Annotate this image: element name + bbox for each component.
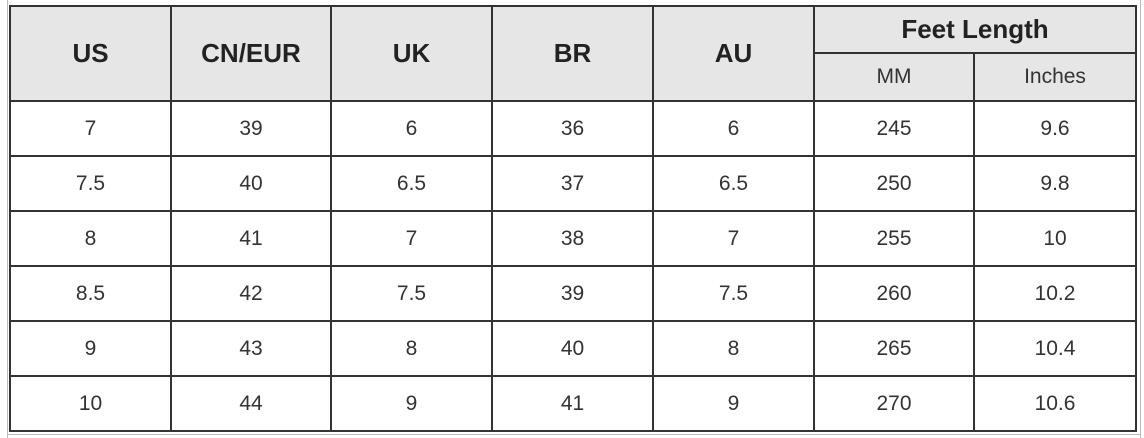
header-uk: UK [330, 5, 493, 102]
cell-us: 7 [9, 100, 172, 157]
cell-mm: 250 [813, 155, 975, 212]
header-feet-length: Feet Length [813, 5, 1137, 54]
cell-inches: 10.2 [973, 265, 1137, 322]
cell-mm: 245 [813, 100, 975, 157]
cell-au: 6.5 [652, 155, 815, 212]
cell-cn-eur: 42 [170, 265, 332, 322]
cell-uk: 6 [330, 100, 493, 157]
header-au: AU [652, 5, 815, 102]
cell-br: 40 [491, 320, 654, 377]
cell-inches: 10.4 [973, 320, 1137, 377]
frame-line-right [1140, 0, 1141, 438]
table-row: 8.5 42 7.5 39 7.5 260 10.2 [9, 265, 1137, 322]
cell-mm: 270 [813, 375, 975, 432]
cell-uk: 8 [330, 320, 493, 377]
cell-cn-eur: 43 [170, 320, 332, 377]
cell-uk: 9 [330, 375, 493, 432]
table-row: 9 43 8 40 8 265 10.4 [9, 320, 1137, 377]
cell-au: 9 [652, 375, 815, 432]
cell-br: 36 [491, 100, 654, 157]
cell-inches: 10 [973, 210, 1137, 267]
header-mm: MM [813, 52, 975, 102]
cell-mm: 265 [813, 320, 975, 377]
cell-uk: 7.5 [330, 265, 493, 322]
cell-cn-eur: 39 [170, 100, 332, 157]
table-row: 8 41 7 38 7 255 10 [9, 210, 1137, 267]
table-body: 7 39 6 36 6 245 9.6 7.5 40 6.5 37 6.5 250 9.8 8 41 7 38 7 2… [9, 100, 1137, 432]
cell-br: 39 [491, 265, 654, 322]
frame-line-bottom [7, 434, 1141, 435]
cell-mm: 255 [813, 210, 975, 267]
table-row: 7.5 40 6.5 37 6.5 250 9.8 [9, 155, 1137, 212]
cell-uk: 6.5 [330, 155, 493, 212]
cell-inches: 9.6 [973, 100, 1137, 157]
header-inches: Inches [973, 52, 1137, 102]
cell-br: 41 [491, 375, 654, 432]
cell-us: 8 [9, 210, 172, 267]
cell-mm: 260 [813, 265, 975, 322]
cell-us: 8.5 [9, 265, 172, 322]
header-us: US [9, 5, 172, 102]
header-br: BR [491, 5, 654, 102]
cell-us: 10 [9, 375, 172, 432]
cell-cn-eur: 41 [170, 210, 332, 267]
cell-cn-eur: 44 [170, 375, 332, 432]
table-row: 7 39 6 36 6 245 9.6 [9, 100, 1137, 157]
cell-cn-eur: 40 [170, 155, 332, 212]
cell-inches: 9.8 [973, 155, 1137, 212]
size-chart-table: US CN/EUR UK BR AU Feet Length MM Inches… [9, 5, 1137, 432]
table-row: 10 44 9 41 9 270 10.6 [9, 375, 1137, 432]
cell-br: 37 [491, 155, 654, 212]
cell-uk: 7 [330, 210, 493, 267]
cell-au: 7.5 [652, 265, 815, 322]
cell-us: 9 [9, 320, 172, 377]
cell-au: 7 [652, 210, 815, 267]
header-cn-eur: CN/EUR [170, 5, 332, 102]
cell-au: 8 [652, 320, 815, 377]
cell-au: 6 [652, 100, 815, 157]
frame-line-left [7, 0, 8, 438]
cell-inches: 10.6 [973, 375, 1137, 432]
cell-br: 38 [491, 210, 654, 267]
cell-us: 7.5 [9, 155, 172, 212]
